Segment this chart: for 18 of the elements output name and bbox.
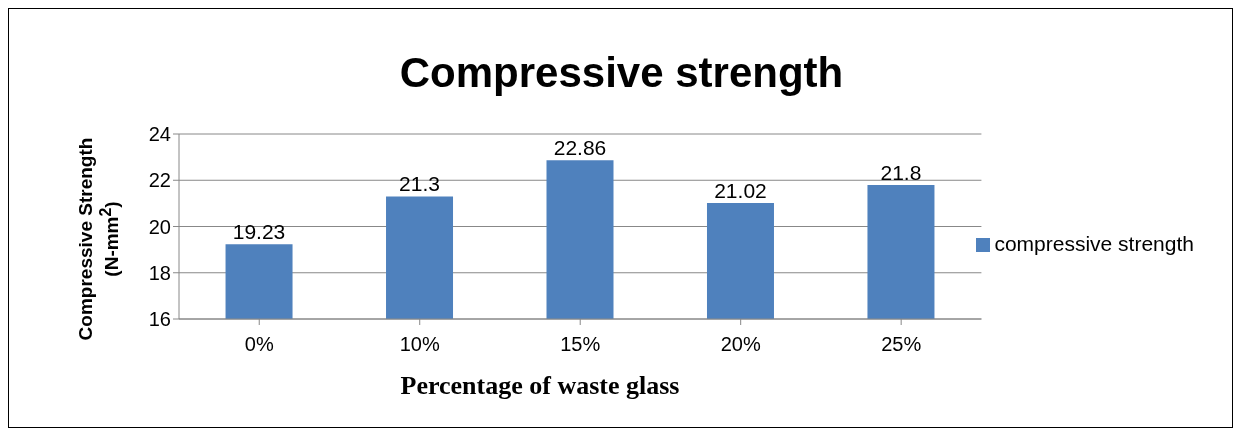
data-label: 19.23 bbox=[232, 220, 286, 244]
legend-label: compressive strength bbox=[994, 232, 1194, 255]
data-label: 22.86 bbox=[553, 136, 607, 160]
x-tick-label: 15% bbox=[560, 333, 601, 356]
data-label: 21.3 bbox=[399, 172, 440, 196]
x-tick-label: 20% bbox=[720, 333, 761, 356]
x-tick-label: 25% bbox=[881, 333, 922, 356]
x-tick-label: 0% bbox=[244, 333, 274, 356]
x-tick-label: 10% bbox=[399, 333, 440, 356]
y-tick-label: 24 bbox=[148, 123, 171, 146]
y-tick-label: 20 bbox=[148, 215, 171, 238]
chart-title: Compressive strength bbox=[398, 49, 845, 97]
x-axis-title: Percentage of waste glass bbox=[399, 371, 681, 401]
y-tick-label: 22 bbox=[148, 169, 171, 192]
y-tick-label: 16 bbox=[148, 308, 171, 331]
data-label: 21.02 bbox=[714, 178, 767, 202]
y-tick-label: 18 bbox=[148, 261, 171, 284]
data-label: 21.8 bbox=[880, 160, 922, 184]
